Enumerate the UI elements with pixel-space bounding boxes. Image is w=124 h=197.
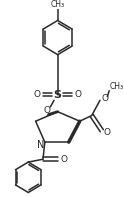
Text: N: N <box>37 140 44 150</box>
Text: S: S <box>54 90 62 100</box>
Text: O: O <box>43 106 50 115</box>
Text: O: O <box>34 90 41 99</box>
Text: O: O <box>61 155 68 164</box>
Text: O: O <box>74 90 81 99</box>
Text: CH₃: CH₃ <box>109 83 124 91</box>
Text: O: O <box>101 94 108 103</box>
Text: O: O <box>104 128 111 137</box>
Polygon shape <box>46 112 59 115</box>
Text: CH₃: CH₃ <box>51 0 65 9</box>
